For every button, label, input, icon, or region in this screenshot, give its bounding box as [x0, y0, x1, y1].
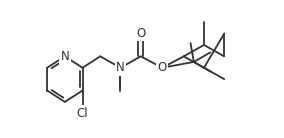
Text: Cl: Cl	[77, 107, 88, 120]
Text: N: N	[116, 61, 125, 74]
Text: O: O	[158, 61, 167, 74]
Text: O: O	[136, 27, 145, 40]
Text: N: N	[60, 50, 69, 63]
